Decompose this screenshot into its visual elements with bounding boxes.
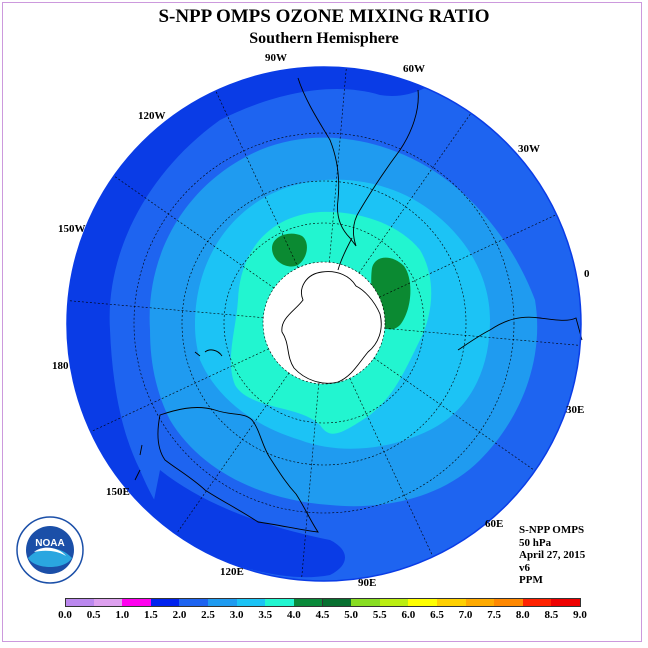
colorbar-label: 8.0 — [515, 609, 530, 621]
lon-label-60e: 60E — [485, 518, 504, 530]
lon-label-120w: 120W — [138, 110, 166, 122]
colorbar-label: 0.0 — [58, 609, 72, 621]
info-level: 50 hPa — [519, 536, 552, 549]
info-block: S-NPP OMPS 50 hPa April 27, 2015 v6 PPM — [519, 524, 585, 587]
meridian-line — [301, 383, 319, 580]
colorbar-label: 3.0 — [229, 609, 244, 621]
figure-border — [2, 2, 642, 642]
colorbar-label: 7.0 — [458, 609, 473, 621]
colorbar-label: 0.5 — [86, 609, 101, 621]
colorbar-label: 1.0 — [115, 609, 130, 621]
band-4-0-west — [272, 233, 307, 267]
lon-label-30w: 30W — [518, 143, 540, 155]
info-units: PPM — [519, 574, 543, 586]
map-subtitle: Southern Hemisphere — [249, 30, 399, 47]
coastlines — [134, 77, 583, 533]
meridian-line — [379, 214, 558, 298]
lon-label-90w: 90W — [265, 52, 287, 64]
colorbar-label: 9.0 — [573, 609, 587, 621]
lon-label-180: 180 — [52, 360, 69, 372]
graticule — [67, 66, 581, 580]
colorbar-label: 5.0 — [344, 609, 358, 621]
colorbar-label: 2.5 — [201, 609, 215, 621]
meridian-line — [113, 175, 275, 289]
lon-label-60w: 60W — [403, 63, 425, 75]
meridian-line — [384, 328, 581, 346]
colorbar-label: 1.5 — [143, 609, 158, 621]
map-disc-outline — [66, 66, 582, 582]
colorbar-label: 2.0 — [172, 609, 187, 621]
colorbar-label: 3.5 — [258, 609, 273, 621]
meridian-line — [215, 89, 299, 268]
meridian-line — [176, 372, 290, 534]
meridian-line — [349, 378, 433, 557]
colorbar-label: 6.5 — [430, 609, 444, 621]
meridian-line — [67, 300, 264, 318]
lon-label-120e: 120E — [220, 566, 244, 578]
lon-label-0: 0 — [584, 268, 590, 280]
colorbar-label: 8.5 — [544, 609, 559, 621]
lon-label-30e: 30E — [566, 404, 585, 416]
polar-cap — [263, 262, 385, 384]
colorbar-outline — [65, 598, 581, 607]
info-version: v6 — [519, 561, 530, 574]
band-lowest-tongue — [150, 470, 345, 578]
meridian-line — [358, 112, 472, 274]
colorbar-label: 4.5 — [315, 609, 330, 621]
colorbar-label: 4.0 — [287, 609, 301, 621]
info-instrument: S-NPP OMPS — [519, 524, 585, 536]
map-title: S-NPP OMPS OZONE MIXING RATIO — [158, 6, 490, 27]
meridian-line — [90, 348, 269, 432]
colorbar-label: 7.5 — [487, 609, 502, 621]
info-date: April 27, 2015 — [519, 549, 586, 561]
lon-label-150w: 150W — [58, 223, 86, 235]
lon-label-90e: 90E — [358, 577, 377, 589]
colorbar-label: 5.5 — [372, 609, 387, 621]
colorbar-label: 6.0 — [401, 609, 416, 621]
meridian-line — [373, 357, 535, 471]
lon-label-150e: 150E — [106, 486, 130, 498]
meridian-line — [329, 66, 347, 263]
